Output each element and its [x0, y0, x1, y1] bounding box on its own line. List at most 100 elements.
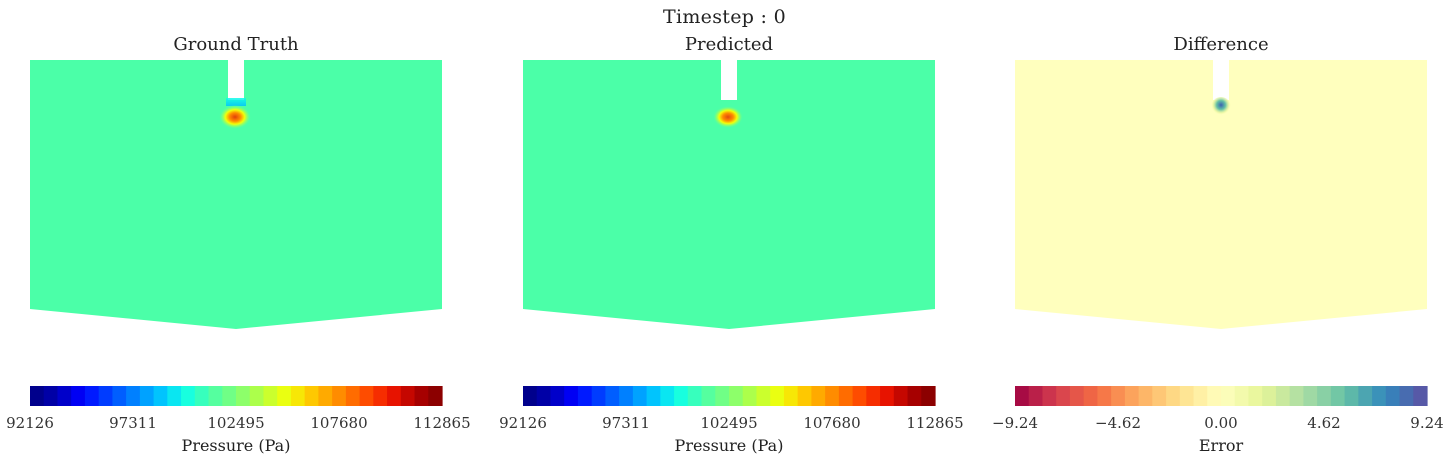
- colorbar-ticks: 92126 97311 102495 107680 112865: [499, 414, 963, 434]
- inlet-flow: [226, 98, 246, 106]
- colorbar-segment: [181, 386, 196, 406]
- colorbar-segment: [359, 386, 374, 406]
- domain-shape: [523, 60, 935, 329]
- colorbar-segment: [577, 386, 593, 406]
- colorbar-tick: 112865: [413, 414, 471, 432]
- colorbar-segment: [729, 386, 744, 406]
- colorbar-segment: [57, 386, 72, 406]
- colorbar-segment: [797, 386, 812, 406]
- domain-shape: [30, 60, 442, 329]
- colorbar-segment: [194, 386, 210, 406]
- colorbar-segment: [71, 386, 86, 406]
- colorbar-segment: [742, 386, 758, 406]
- colorbar-segment: [1385, 386, 1401, 406]
- colorbar-segment: [1413, 386, 1428, 406]
- colorbar-segment: [263, 386, 278, 406]
- colorbar-segment: [1138, 386, 1153, 406]
- colorbar-segment: [536, 386, 552, 406]
- colorbar-segment: [1303, 386, 1318, 406]
- colorbar-segment: [893, 386, 909, 406]
- colorbar-segment: [1124, 386, 1140, 406]
- colorbar-segment: [167, 386, 182, 406]
- colorbar-tick: 112865: [906, 414, 964, 432]
- colorbar-tick: 107680: [310, 414, 368, 432]
- colorbar-segment: [783, 386, 799, 406]
- colorbar-segment: [387, 386, 402, 406]
- colorbar-segment: [1207, 386, 1222, 406]
- colorbar-segment: [1193, 386, 1208, 406]
- colorbar-segment: [1166, 386, 1181, 406]
- colorbar-segment: [550, 386, 565, 406]
- pressure-hotspot: [713, 106, 743, 128]
- pressure-field-plot: [523, 60, 935, 329]
- colorbar-segment: [907, 386, 922, 406]
- domain-shape: [1015, 60, 1427, 329]
- colorbar-tick: 0.00: [1204, 414, 1238, 432]
- colorbar-tick: 107680: [803, 414, 861, 432]
- colorbar-segment: [687, 386, 703, 406]
- colorbar-ticks: 92126 97311 102495 107680 112865: [6, 414, 470, 434]
- colorbar-segment: [222, 386, 237, 406]
- colorbar-segment: [825, 386, 840, 406]
- colorbar-segment: [304, 386, 319, 406]
- colorbar-segment: [1152, 386, 1167, 406]
- colorbar-tick: −4.62: [1095, 414, 1141, 432]
- colorbar-label: Pressure (Pa): [674, 436, 784, 455]
- colorbar-label: Pressure (Pa): [181, 436, 291, 455]
- colorbar-segment: [332, 386, 347, 406]
- colorbar-segment: [1330, 386, 1346, 406]
- colorbar-segment: [290, 386, 306, 406]
- pressure-hotspot: [219, 105, 251, 129]
- colorbar-segment: [715, 386, 730, 406]
- colorbar-tick: 9.24: [1410, 414, 1444, 432]
- colorbar-segment: [1234, 386, 1250, 406]
- colorbar-segment: [373, 386, 388, 406]
- colorbar-segment: [1097, 386, 1112, 406]
- colorbar-segment: [139, 386, 155, 406]
- colorbar-segment: [1399, 386, 1414, 406]
- colorbar-segment: [591, 386, 606, 406]
- colorbar-segment: [126, 386, 141, 406]
- colorbar-segment: [1179, 386, 1195, 406]
- colorbar-segment: [1069, 386, 1085, 406]
- colorbar-tick: 102495: [207, 414, 265, 432]
- colorbar-ticks: −9.24 −4.62 0.00 4.62 9.24: [992, 414, 1444, 434]
- colorbar-segment: [1344, 386, 1359, 406]
- colorbar-segment: [838, 386, 854, 406]
- colorbar-tick: 97311: [109, 414, 157, 432]
- colorbar-tick: 102495: [700, 414, 758, 432]
- colorbar-segment: [84, 386, 100, 406]
- colorbar-segment: [701, 386, 716, 406]
- colorbar-segment: [1083, 386, 1098, 406]
- colorbar-segments: [30, 386, 443, 406]
- colorbar-segment: [236, 386, 251, 406]
- colorbar-segment: [1028, 386, 1044, 406]
- colorbar-segment: [866, 386, 881, 406]
- colorbar-segment: [345, 386, 361, 406]
- pressure-field-plot: [30, 60, 442, 329]
- colorbar-segment: [318, 386, 333, 406]
- colorbar-tick: 97311: [602, 414, 650, 432]
- inlet-cutout: [1213, 60, 1229, 100]
- colorbar-tick: 92126: [499, 414, 547, 432]
- colorbar-segment: [1275, 386, 1291, 406]
- colorbar-segments: [523, 386, 936, 406]
- colorbar-segment: [756, 386, 771, 406]
- colorbar-segment: [1358, 386, 1373, 406]
- colorbar-segment: [1015, 386, 1030, 406]
- colorbar-segment: [1221, 386, 1236, 406]
- panel-ground-truth: Ground Truth 92126 97311 102495 107680: [6, 34, 470, 455]
- colorbar: [30, 386, 443, 406]
- colorbar-segment: [98, 386, 113, 406]
- panel-predicted: Predicted 92126 97311 102495 107680 1128…: [499, 34, 963, 455]
- colorbar-segment: [277, 386, 292, 406]
- colorbar-segment: [880, 386, 895, 406]
- colorbar-segments: [1015, 386, 1428, 406]
- colorbar-segment: [1262, 386, 1277, 406]
- colorbar-segment: [414, 386, 429, 406]
- colorbar-segment: [564, 386, 579, 406]
- figure-title: Timestep : 0: [663, 6, 786, 28]
- colorbar-segment: [30, 386, 45, 406]
- colorbar-segment: [811, 386, 826, 406]
- colorbar-segment: [1042, 386, 1057, 406]
